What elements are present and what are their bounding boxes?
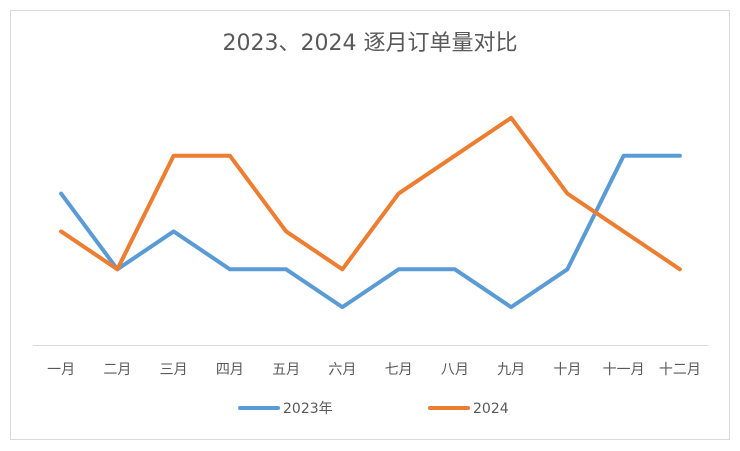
x-tick-label: 七月 <box>385 362 413 378</box>
chart-title: 2023、2024 逐月订单量对比 <box>223 31 518 56</box>
series-line <box>59 153 682 310</box>
legend-label: 2024 <box>473 401 509 417</box>
x-tick-label: 三月 <box>160 362 188 378</box>
series-line <box>59 115 682 272</box>
x-tick-label: 八月 <box>441 362 469 378</box>
x-tick-label: 十一月 <box>603 362 645 378</box>
x-tick-label: 十月 <box>553 362 581 378</box>
x-tick-label: 六月 <box>328 362 356 378</box>
x-tick-label: 五月 <box>272 362 300 378</box>
x-tick-label: 二月 <box>103 362 131 378</box>
x-tick-label: 四月 <box>216 362 244 378</box>
x-tick-label: 一月 <box>47 362 75 378</box>
legend-label: 2023年 <box>283 401 333 417</box>
x-tick-label: 九月 <box>497 362 525 378</box>
chart-border <box>10 10 730 440</box>
x-tick-label: 十二月 <box>659 362 701 378</box>
